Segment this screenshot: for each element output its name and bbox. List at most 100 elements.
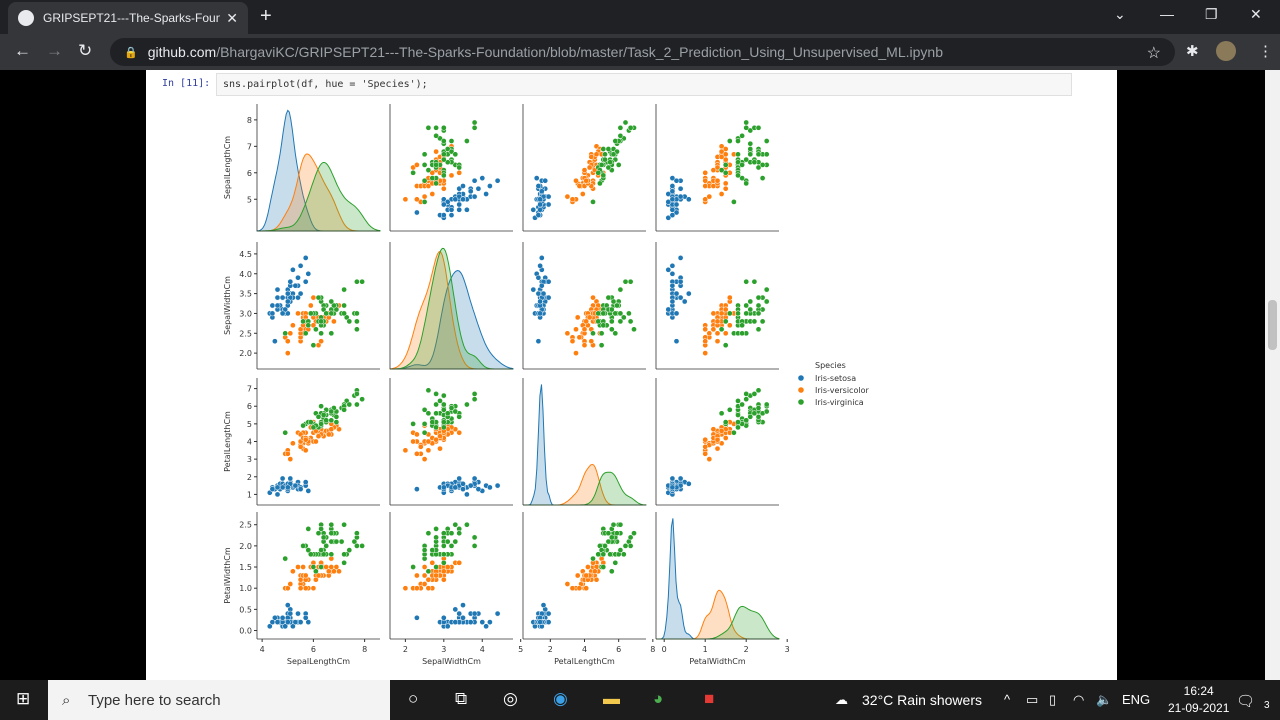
code-cell[interactable]: sns.pairplot(df, hue = 'Species'); (216, 73, 1072, 96)
point-Iris-setosa (305, 488, 312, 494)
point-Iris-setosa (287, 610, 294, 617)
point-Iris-virginica (471, 124, 478, 131)
point-Iris-virginica (471, 543, 478, 549)
point-Iris-setosa (685, 480, 692, 487)
new-tab-button[interactable]: + (260, 5, 272, 27)
url-field[interactable]: 🔒 github.com/BhargaviKC/GRIPSEPT21---The… (110, 38, 1175, 66)
bookmark-star-icon[interactable]: ☆ (1146, 45, 1161, 62)
extensions-icon[interactable]: ✱ (1186, 43, 1199, 60)
point-Iris-virginica (351, 538, 358, 545)
task-view-icon[interactable]: ⧉ (455, 689, 468, 708)
point-Iris-versicolor (437, 445, 443, 452)
x-axis-label: PetalLengthCm (554, 657, 615, 666)
point-Iris-virginica (448, 148, 455, 155)
point-Iris-virginica (763, 401, 770, 408)
point-Iris-virginica (755, 164, 762, 171)
point-Iris-versicolor (573, 326, 579, 333)
point-Iris-virginica (747, 127, 754, 134)
point-Iris-setosa (467, 188, 474, 195)
clock[interactable]: 16:24 21-09-2021 (1168, 683, 1229, 717)
point-Iris-setosa (673, 290, 680, 297)
menu-icon[interactable]: ⋮ (1258, 43, 1273, 60)
cortana-icon[interactable]: ○ (408, 689, 419, 708)
panel-PetalWidthCm-vs-PetalWidthCm (655, 512, 780, 640)
point-Iris-virginica (448, 405, 455, 411)
x-tick-label: 1 (703, 645, 708, 654)
point-Iris-virginica (731, 429, 737, 436)
point-Iris-setosa (440, 212, 447, 218)
point-Iris-virginica (444, 410, 451, 417)
tray-chevron-icon[interactable]: ^ (1004, 692, 1011, 707)
battery-icon[interactable]: ▯ (1049, 692, 1057, 707)
weather-text[interactable]: 32°C Rain showers (862, 692, 982, 708)
profile-avatar[interactable] (1216, 41, 1236, 61)
point-Iris-setosa (292, 282, 299, 289)
back-button[interactable]: ← (14, 41, 31, 60)
panel-SepalWidthCm-vs-PetalLengthCm (522, 242, 646, 370)
wifi-icon[interactable]: ◠ (1073, 692, 1085, 707)
point-Iris-virginica (747, 140, 754, 147)
maximize-button[interactable]: ❐ (1205, 6, 1218, 22)
point-Iris-virginica (610, 521, 617, 528)
notifications-icon[interactable]: 🗨 (1236, 693, 1256, 710)
point-Iris-setosa (542, 177, 549, 184)
point-Iris-versicolor (714, 436, 721, 443)
point-Iris-virginica (739, 401, 745, 408)
chrome-icon[interactable]: ◕ (653, 689, 664, 708)
github-icon (18, 10, 34, 26)
point-Iris-setosa (494, 177, 501, 184)
point-Iris-setosa (295, 610, 301, 617)
close-tab-icon[interactable]: ✕ (226, 9, 238, 26)
point-Iris-virginica (722, 169, 729, 176)
point-Iris-versicolor (588, 338, 595, 345)
reload-button[interactable]: ↻ (78, 41, 93, 60)
point-Iris-setosa (274, 302, 281, 309)
point-Iris-setosa (537, 619, 543, 625)
point-Iris-setosa (538, 282, 545, 289)
file-explorer-icon[interactable]: ▬ (603, 689, 620, 708)
close-window-button[interactable]: ✕ (1250, 6, 1262, 22)
point-Iris-setosa (669, 175, 676, 181)
point-Iris-virginica (307, 419, 314, 425)
point-Iris-virginica (743, 156, 750, 163)
point-Iris-virginica (328, 330, 335, 337)
point-Iris-virginica (735, 419, 741, 425)
minimize-button[interactable]: — (1160, 6, 1174, 22)
point-Iris-virginica (739, 162, 745, 168)
point-Iris-virginica (440, 138, 447, 144)
dell-icon[interactable]: ◎ (503, 689, 518, 708)
point-Iris-versicolor (726, 294, 733, 301)
point-Iris-virginica (341, 559, 347, 566)
point-Iris-virginica (440, 543, 447, 549)
scrollbar[interactable] (1265, 70, 1280, 680)
point-Iris-setosa (677, 475, 684, 482)
point-Iris-versicolor (581, 326, 588, 333)
scrollbar-thumb[interactable] (1268, 300, 1277, 350)
point-Iris-virginica (751, 391, 758, 397)
point-Iris-setosa (494, 482, 501, 489)
point-Iris-versicolor (564, 581, 571, 587)
recorder-icon[interactable]: ■ (704, 689, 715, 708)
point-Iris-virginica (607, 551, 613, 558)
point-Iris-virginica (315, 294, 322, 301)
point-Iris-versicolor (726, 322, 733, 329)
x-axis-label: SepalWidthCm (422, 657, 481, 666)
forward-button[interactable]: → (46, 41, 63, 60)
point-Iris-versicolor (433, 572, 439, 579)
point-Iris-virginica (755, 326, 762, 333)
y-tick-label: 2 (247, 473, 252, 482)
tab-search-icon[interactable]: ⌄ (1114, 6, 1126, 22)
volume-icon[interactable]: 🔈 (1096, 692, 1113, 707)
point-Iris-setosa (414, 614, 420, 621)
meet-icon[interactable]: ▭ (1026, 692, 1039, 707)
point-Iris-virginica (605, 530, 612, 537)
point-Iris-virginica (440, 172, 447, 179)
windows-start-icon[interactable]: ⊞ (16, 689, 31, 708)
panel-PetalLengthCm-vs-SepalWidthCm (389, 378, 513, 506)
browser-tab[interactable]: GRIPSEPT21---The-Sparks-Found ✕ (8, 2, 248, 34)
point-Iris-versicolor (425, 438, 432, 445)
taskbar-search[interactable]: ⌕ Type here to search (48, 680, 390, 720)
edge-icon[interactable]: ◉ (553, 689, 568, 708)
language-indicator[interactable]: ENG (1122, 692, 1151, 707)
point-Iris-setosa (471, 475, 478, 482)
